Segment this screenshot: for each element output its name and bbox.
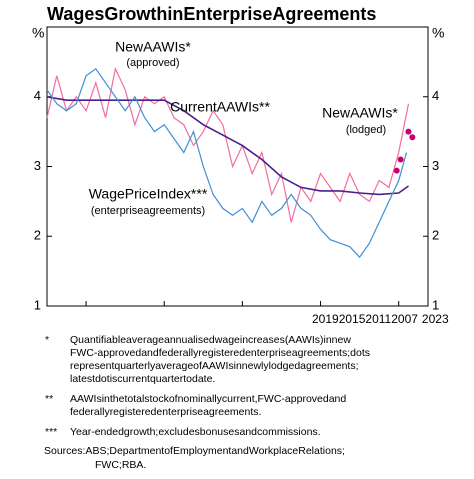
note-line: federallyregisteredenterpriseagreements. [70, 406, 261, 418]
y-tick-label-left: 2 [34, 228, 41, 243]
x-tick-label: 2015 [339, 312, 366, 326]
x-tick-label: 2011 [365, 312, 391, 326]
data-dot [393, 167, 400, 174]
note-line: representquarterlyaverageofAAWIsinnewlyl… [70, 360, 359, 372]
note-line: FWC-approvedandfederallyregisteredenterp… [70, 347, 370, 359]
series-label: NewAAWIs* [322, 105, 398, 121]
y-unit-left: % [32, 25, 44, 41]
series-line [46, 66, 410, 223]
note-marker: * [45, 334, 49, 346]
plot-frame [46, 26, 429, 307]
source-line: FWC;RBA. [95, 459, 146, 471]
y-unit-right: % [432, 25, 444, 41]
y-tick-label-right: 3 [432, 158, 439, 173]
y-tick-label-right: 2 [432, 228, 439, 243]
y-tick-label-left: 1 [34, 297, 41, 312]
series-sublabel: (approved) [126, 57, 179, 69]
data-dot [405, 128, 412, 135]
series-sublabel: (enterpriseagreements) [91, 205, 205, 217]
data-dot [409, 134, 416, 141]
data-dot [397, 156, 404, 163]
series-sublabel: (lodged) [346, 124, 386, 136]
source-line: Sources:ABS;DepartmentofEmploymentandWor… [44, 445, 345, 457]
series-line [46, 67, 408, 259]
note-line: Quantifiableaverageannualisedwageincreas… [70, 334, 351, 346]
note-line: Year-endedgrowth;excludesbonusesandcommi… [70, 426, 321, 438]
note-line: AAWIsinthetotalstockofnominallycurrent,F… [70, 393, 346, 405]
x-tick-label: 2019 [312, 312, 339, 326]
y-tick-label-right: 4 [432, 88, 439, 103]
x-tick-label: 2023 [422, 312, 449, 326]
y-tick-label-left: 4 [34, 88, 41, 103]
series-label: CurrentAAWIs** [170, 99, 270, 115]
series-line [46, 96, 409, 196]
series-label: NewAAWIs* [115, 39, 191, 55]
note-line: latestdotiscurrentquartertodate. [70, 373, 215, 385]
y-tick-label-right: 1 [432, 297, 439, 312]
note-marker: ** [45, 393, 53, 405]
note-marker: *** [45, 426, 57, 438]
x-tick-label: 2007 [391, 312, 418, 326]
y-tick-label-left: 3 [34, 158, 41, 173]
series-label: WagePriceIndex*** [89, 186, 208, 202]
chart-title: WagesGrowthinEnterpriseAgreements [47, 4, 376, 24]
